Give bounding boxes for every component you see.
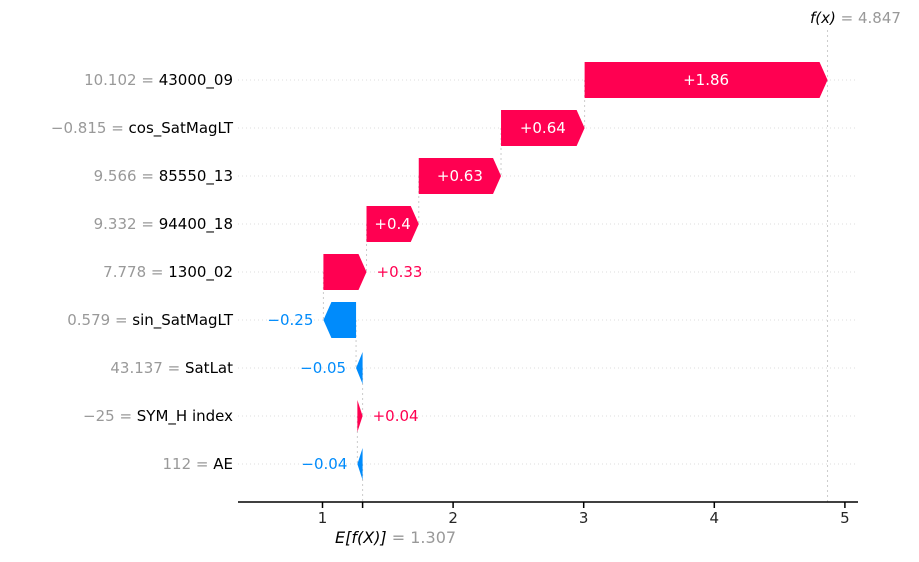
equals-separator: =: [162, 359, 185, 377]
feature-data-value: 9.332: [93, 215, 137, 233]
bar-value-label: +1.86: [683, 71, 730, 89]
bar-value-label: −0.05: [300, 359, 347, 377]
shap-bar-positive: [366, 206, 419, 242]
fx-value-text: = 4.847: [835, 9, 901, 27]
feature-name: sin_SatMagLT: [132, 311, 233, 329]
x-tick-label: 2: [448, 509, 458, 527]
equals-separator: =: [146, 263, 169, 281]
equals-separator: =: [136, 71, 159, 89]
feature-row-label: −0.815 = cos_SatMagLT: [0, 117, 233, 139]
feature-name: cos_SatMagLT: [128, 119, 233, 137]
feature-name: 1300_02: [168, 263, 233, 281]
x-tick-label: 5: [840, 509, 850, 527]
feature-data-value: 43.137: [110, 359, 163, 377]
equals-separator: =: [136, 167, 159, 185]
fx-math-text: f(x): [810, 9, 836, 27]
feature-row-label: 7.778 = 1300_02: [0, 261, 233, 283]
feature-data-value: 9.566: [93, 167, 137, 185]
equals-separator: =: [191, 455, 214, 473]
x-tick-label: 1: [317, 509, 328, 527]
feature-data-value: 112: [162, 455, 192, 473]
feature-row-label: 9.332 = 94400_18: [0, 213, 233, 235]
fx-output-label: f(x) = 4.847: [810, 9, 901, 27]
expected-value-label: E[f(X)] = 1.307: [335, 528, 456, 547]
x-tick-label: 3: [578, 509, 589, 527]
feature-data-value: 0.579: [67, 311, 111, 329]
feature-data-value: 10.102: [84, 71, 137, 89]
feature-row-label: 10.102 = 43000_09: [0, 69, 233, 91]
shap-bar-positive: [418, 158, 502, 194]
shap-bar-positive: [501, 110, 585, 146]
equals-separator: =: [106, 119, 129, 137]
equals-separator: =: [110, 311, 133, 329]
feature-data-value: −25: [83, 407, 115, 425]
equals-separator: =: [114, 407, 137, 425]
feature-name: 43000_09: [158, 71, 233, 89]
feature-name: AE: [213, 455, 233, 473]
shap-bar-negative: [356, 352, 363, 384]
bar-value-label: +0.64: [519, 119, 566, 137]
feature-name: SYM_H index: [136, 407, 233, 425]
feature-row-label: 9.566 = 85550_13: [0, 165, 233, 187]
feature-name: 94400_18: [158, 215, 233, 233]
x-tick-label: 4: [709, 509, 720, 527]
shap-bar-positive: [357, 400, 363, 432]
feature-data-value: −0.815: [50, 119, 107, 137]
shap-bar-negative: [323, 302, 357, 338]
feature-row-label: 112 = AE: [0, 453, 234, 475]
feature-name: 85550_13: [158, 167, 233, 185]
expected-value-text: = 1.307: [386, 528, 457, 547]
feature-row-label: 0.579 = sin_SatMagLT: [0, 309, 233, 331]
bar-value-label: +0.33: [376, 263, 423, 281]
bar-value-label: −0.04: [301, 455, 348, 473]
bar-value-label: +0.04: [372, 407, 419, 425]
feature-row-label: −25 = SYM_H index: [0, 405, 233, 427]
shap-bar-negative: [357, 448, 363, 480]
bar-value-label: +0.4: [374, 215, 411, 233]
shap-bar-positive: [584, 62, 828, 98]
bar-value-label: −0.25: [267, 311, 314, 329]
feature-data-value: 7.778: [103, 263, 147, 281]
bar-value-label: +0.63: [436, 167, 483, 185]
feature-row-label: 43.137 = SatLat: [0, 357, 233, 379]
feature-name: SatLat: [184, 359, 233, 377]
shap-bar-positive: [323, 254, 367, 290]
expected-value-math-text: E[f(X)]: [335, 528, 387, 547]
equals-separator: =: [136, 215, 159, 233]
